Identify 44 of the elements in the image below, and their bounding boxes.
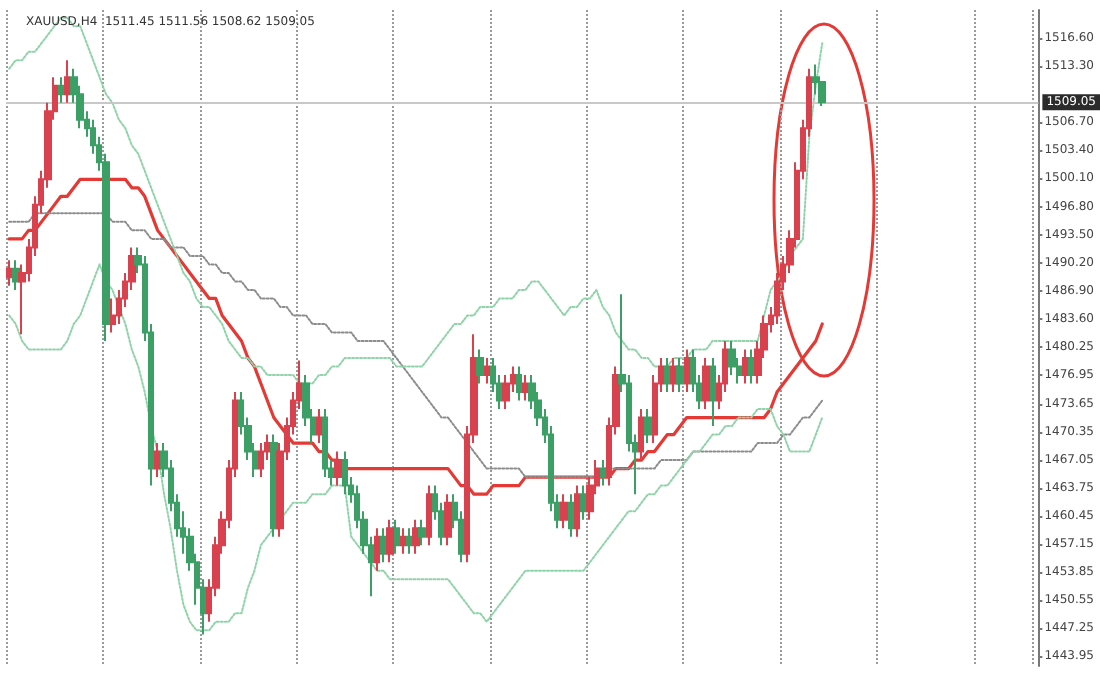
candlestick: [600, 459, 606, 487]
candlestick: [110, 297, 116, 334]
candlestick: [644, 408, 652, 445]
candlestick: [58, 76, 64, 104]
line-series: [8, 263, 824, 632]
candlestick: [574, 484, 580, 538]
candlestick: [502, 374, 510, 411]
candlestick: [154, 442, 160, 479]
candlestick: [580, 484, 586, 521]
line-series: [8, 16, 824, 385]
candlestick: [334, 450, 342, 487]
candlestick: [702, 356, 710, 411]
candlestick: [412, 518, 420, 555]
candlestick: [476, 348, 484, 385]
candlestick: [426, 484, 432, 547]
candlestick: [664, 356, 670, 394]
candlestick: [342, 450, 348, 496]
candlestick: [6, 259, 12, 287]
candlestick: [400, 527, 406, 555]
candlestick: [374, 527, 380, 572]
candlestick: [522, 374, 528, 402]
line-series: [8, 212, 824, 479]
candlestick: [484, 356, 490, 385]
candlestick: [568, 493, 574, 538]
candlestick: [64, 59, 70, 104]
candlestick: [322, 408, 328, 479]
candlestick: [258, 442, 264, 479]
candlestick: [560, 493, 568, 530]
candlestick: [676, 356, 684, 394]
candlestick: [638, 408, 644, 462]
candlestick: [728, 339, 736, 377]
candlestick: [748, 348, 754, 385]
candlestick: [516, 365, 522, 402]
candlestick: [418, 518, 426, 547]
candlestick: [710, 356, 716, 428]
candlestick: [742, 348, 748, 385]
candlestick: [12, 259, 20, 291]
candlestick: [380, 527, 386, 564]
candlestick: [386, 518, 394, 564]
candlestick: [406, 527, 412, 555]
candlestick: [394, 518, 400, 555]
candlestick: [316, 408, 322, 445]
candlestick: [684, 348, 690, 394]
candlestick: [444, 493, 452, 547]
